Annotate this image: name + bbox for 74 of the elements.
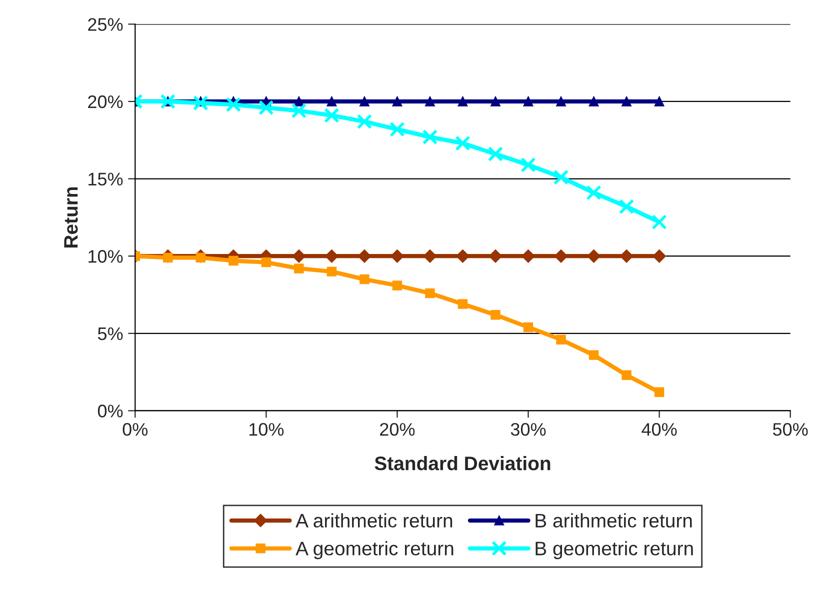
point	[425, 96, 435, 106]
point	[618, 198, 634, 214]
point	[522, 250, 535, 263]
point	[360, 96, 370, 106]
point	[294, 264, 304, 274]
point	[654, 96, 664, 106]
point	[358, 250, 372, 263]
point	[458, 96, 468, 106]
x-tick-label: 30%	[510, 423, 546, 436]
point	[588, 350, 599, 360]
x-tick-label: 50%	[772, 423, 808, 436]
point	[423, 250, 437, 263]
point	[523, 96, 534, 106]
point	[326, 266, 337, 276]
point	[520, 157, 536, 173]
point	[456, 250, 470, 263]
point	[291, 103, 307, 118]
point	[458, 299, 468, 309]
point	[622, 96, 632, 106]
y-tick-label: 5%	[98, 327, 123, 340]
point	[455, 136, 470, 151]
legend-label: A geometric return	[296, 541, 454, 560]
point	[390, 122, 405, 137]
point	[325, 250, 338, 263]
y-tick-label: 15%	[88, 172, 123, 186]
x-tick-label: 40%	[642, 423, 677, 436]
point	[553, 170, 569, 185]
y-tick-label: 20%	[88, 95, 123, 108]
y-axis-title: Return	[64, 187, 78, 248]
point	[488, 250, 502, 263]
point	[193, 95, 208, 111]
point	[163, 252, 173, 263]
point	[490, 310, 500, 320]
point	[488, 146, 504, 162]
point	[326, 96, 337, 106]
point	[226, 96, 242, 112]
point	[523, 322, 534, 332]
point	[622, 370, 632, 380]
point	[160, 94, 176, 110]
point	[654, 387, 664, 398]
point	[228, 256, 238, 266]
point	[652, 250, 666, 263]
point	[490, 96, 500, 106]
point	[556, 334, 566, 344]
x-tick-label: 20%	[380, 423, 415, 436]
x-tick-label: 10%	[249, 423, 284, 436]
point	[652, 214, 667, 230]
x-axis-title: Standard Deviation	[374, 456, 550, 470]
legend-label: B geometric return	[536, 541, 693, 560]
point	[360, 274, 370, 284]
x-tick-label: 0%	[122, 423, 148, 436]
point	[556, 96, 566, 106]
point	[587, 250, 600, 263]
point	[292, 250, 306, 263]
point	[586, 185, 602, 200]
point	[258, 100, 274, 116]
point	[588, 96, 599, 106]
point	[390, 250, 404, 263]
point	[422, 129, 438, 145]
point	[261, 257, 272, 268]
legend-label: A arithmetic return	[296, 513, 452, 528]
point	[425, 288, 435, 298]
point	[294, 96, 304, 106]
point	[554, 250, 568, 263]
point	[620, 250, 634, 263]
point	[324, 108, 340, 124]
legend-label: B arithmetic return	[536, 513, 692, 528]
y-tick-label: 10%	[88, 250, 123, 263]
y-tick-label: 25%	[88, 18, 123, 31]
point	[392, 280, 402, 290]
point	[392, 96, 402, 106]
point	[196, 252, 206, 263]
point	[356, 114, 372, 130]
y-tick-label: 0%	[98, 404, 123, 418]
